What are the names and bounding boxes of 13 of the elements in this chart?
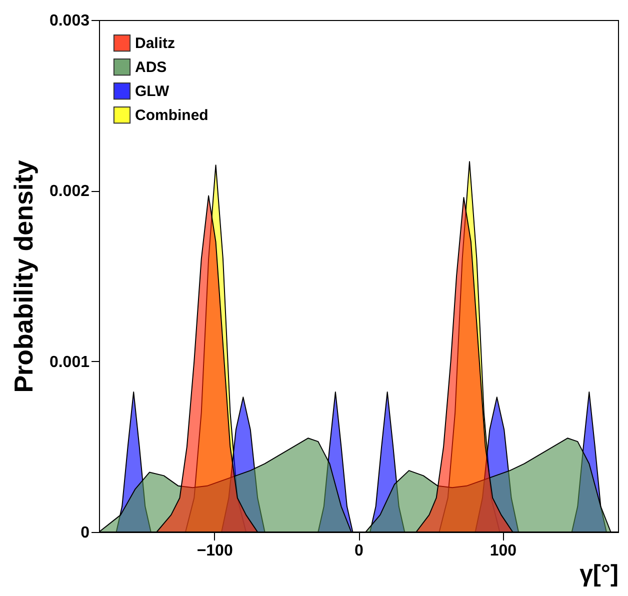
legend-label: GLW [135,83,170,100]
y-tick-label: 0.003 [49,12,90,30]
legend-label: Combined [135,107,208,124]
x-axis-title: γ[°] [580,560,618,588]
y-axis-title: Probability density [8,160,38,393]
x-tick-label: −100 [196,542,233,560]
x-tick-label: 100 [490,542,517,560]
y-tick-label: 0.002 [49,183,90,200]
y-tick-label: 0.001 [49,354,90,371]
legend-label: ADS [135,59,167,76]
y-tick-label: 0 [80,524,90,542]
legend-label: Dalitz [135,35,176,52]
x-tick-label: 0 [354,542,364,560]
